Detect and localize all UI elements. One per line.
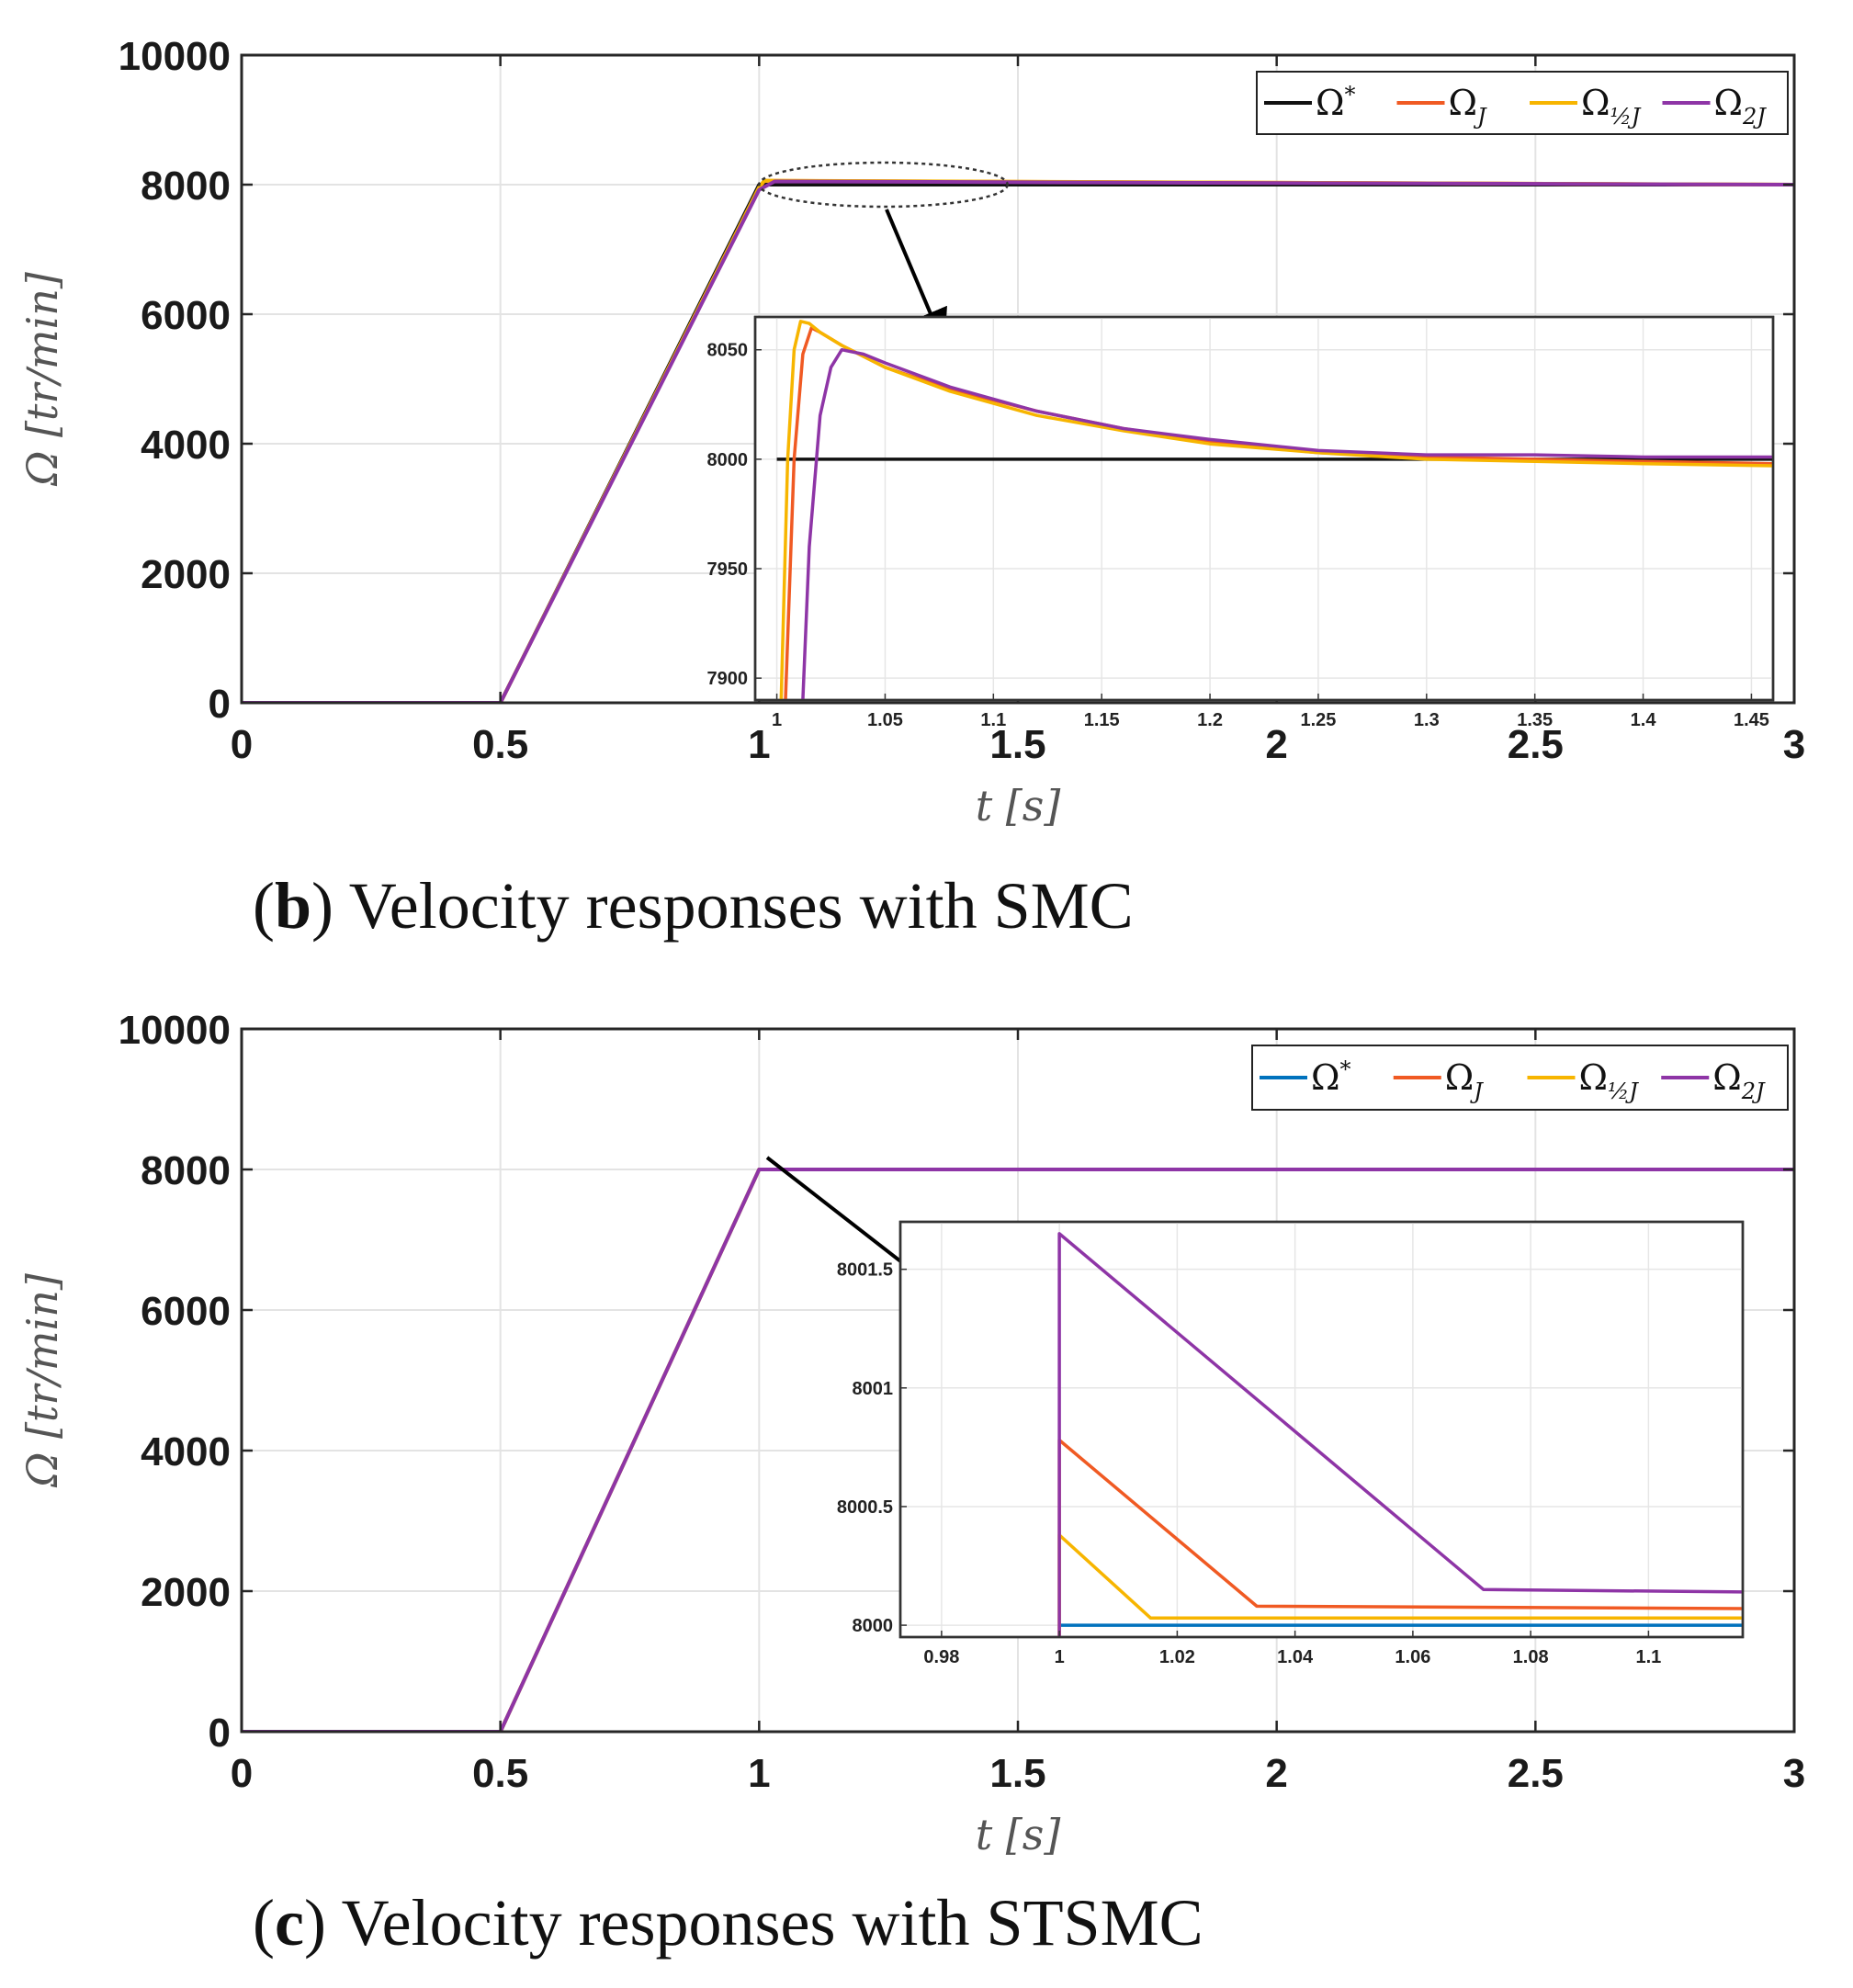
main-series-group: [242, 178, 1794, 703]
y-axis-label: Ω [tr/min]: [17, 1273, 67, 1488]
inset-y-tick-label: 8000: [707, 450, 749, 470]
y-axis-label: Ω [tr/min]: [17, 272, 67, 487]
y-tick-label: 8000: [141, 1148, 231, 1193]
zoom-ellipse: [758, 161, 1009, 209]
inset-x-tick-label: 1.06: [1395, 1647, 1430, 1667]
inset-x-tick-label: 1.45: [1734, 710, 1769, 730]
x-tick-label: 2: [1265, 1751, 1287, 1796]
inset-x-tick-label: 1.04: [1277, 1647, 1314, 1667]
x-tick-label: 3: [1783, 722, 1805, 767]
inset-frame: [898, 1220, 1745, 1639]
x-tick-label: 1: [748, 722, 770, 767]
legend-label-sub: 2J: [1741, 1079, 1766, 1104]
caption-c: (c) Velocity responses with STSMC: [253, 1886, 1203, 1960]
inset-x-tick-label: 1.4: [1631, 710, 1657, 730]
legend-label-3: Ω2J: [1712, 1057, 1766, 1104]
caption-c-letter: c: [274, 1886, 304, 1960]
inset-x-tick-label: 1.3: [1414, 710, 1440, 730]
inset-x-tick-label: 1: [1055, 1647, 1065, 1667]
caption-c-text: Velocity responses with STSMC: [341, 1886, 1203, 1960]
inset-y-tick-label: 8001: [853, 1379, 894, 1399]
y-tick-label: 10000: [119, 34, 231, 79]
y-tick-label: 10000: [119, 1008, 231, 1053]
x-tick-label: 0: [231, 1751, 253, 1796]
legend-label-sub: 2J: [1742, 104, 1767, 130]
y-tick-label: 2000: [141, 1570, 231, 1615]
x-tick-label: 1.5: [989, 1751, 1045, 1796]
inset-x-tick-label: 1.25: [1300, 710, 1336, 730]
inset-frame: [753, 315, 1775, 702]
inset-y-tick-label: 7950: [707, 559, 749, 580]
x-tick-label: 1: [748, 1751, 770, 1796]
inset-series-group: [1057, 1232, 1743, 1637]
x-tick-label: 2: [1265, 722, 1287, 767]
y-tick-label: 4000: [141, 423, 231, 468]
inset-y-tick-label: 8000.5: [837, 1497, 893, 1518]
inset-y-tick-label: 8050: [707, 341, 749, 361]
inset-x-tick-label: 1.1: [980, 710, 1006, 730]
caption-b-text: Velocity responses with SMC: [348, 869, 1134, 943]
inset-x-tick-label: 1: [772, 710, 782, 730]
chart-c: 0 0.5 1 1.5 2 2.5 3 0 2000 4000 6000 8000 10000 t [s]…: [17, 1008, 1805, 1856]
inset-x-tick-label: 1.15: [1084, 710, 1120, 730]
x-tick-label: 3: [1783, 1751, 1805, 1796]
x-axis-label: t [s]: [976, 781, 1061, 830]
inset-y-tick-label: 8001.5: [837, 1260, 893, 1281]
y-tick-label: 6000: [141, 1289, 231, 1334]
legend-label-sub: ½J: [1608, 1079, 1639, 1104]
main-series-group: [242, 1168, 1794, 1732]
y-tick-label: 4000: [141, 1429, 231, 1474]
inset-x-tick-label: 1.05: [867, 710, 903, 730]
inset-y-tick-label: 8000: [853, 1616, 894, 1636]
legend-label-sup: *: [1345, 82, 1356, 107]
x-tick-label: 2.5: [1508, 1751, 1564, 1796]
y-tick-label: 2000: [141, 552, 231, 597]
inset-series-line-3: [801, 347, 1773, 700]
x-tick-label: 0.5: [472, 1751, 528, 1796]
x-axis-label: t [s]: [976, 1810, 1061, 1856]
inset-series-line-2: [779, 320, 1773, 700]
inset-series-group: [776, 320, 1773, 700]
inset-x-tick-label: 1.1: [1635, 1647, 1661, 1667]
inset-y-tick-label: 7900: [707, 669, 749, 689]
legend-label-sup: *: [1340, 1056, 1351, 1082]
y-tick-label: 0: [209, 1711, 231, 1756]
caption-b-letter: b: [274, 869, 312, 943]
inset-x-tick-label: 1.35: [1517, 710, 1553, 730]
x-tick-label: 0.5: [472, 722, 528, 767]
inset-series-line-3: [1057, 1232, 1743, 1637]
series-line-3: [242, 1168, 1794, 1732]
series-line-3: [242, 179, 1794, 703]
y-tick-label: 0: [209, 682, 231, 727]
caption-b: (b) Velocity responses with SMC: [253, 869, 1134, 943]
x-tick-label: 0: [231, 722, 253, 767]
inset-x-tick-label: 1.2: [1197, 710, 1223, 730]
y-tick-label: 8000: [141, 164, 231, 209]
x-tick-label: 2.5: [1508, 722, 1564, 767]
inset-frame-bg: [898, 1220, 1745, 1639]
chart-b: 0 0.5 1 1.5 2 2.5 3 0 2000 4000 6000 8000 10000 t [s]…: [17, 34, 1805, 830]
legend-label-sub: ½J: [1610, 104, 1642, 130]
inset-x-tick-label: 1.08: [1513, 1647, 1549, 1667]
inset-x-tick-label: 1.02: [1159, 1647, 1195, 1667]
y-tick-label: 6000: [141, 293, 231, 338]
x-tick-label: 1.5: [989, 722, 1045, 767]
inset-x-tick-label: 0.98: [923, 1647, 959, 1667]
